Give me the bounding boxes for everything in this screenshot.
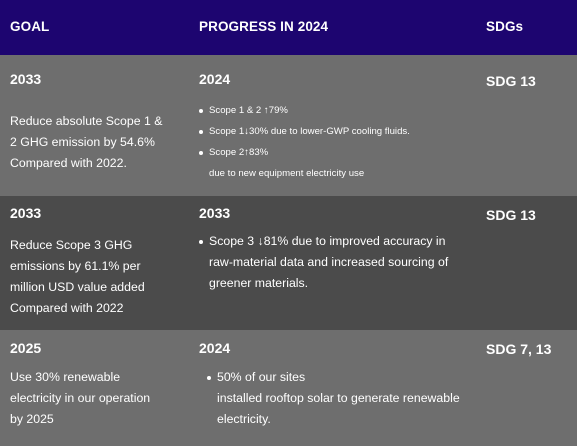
goal-year: 2025 [10,340,42,356]
table-header: GOAL PROGRESS IN 2024 SDGs [0,0,577,55]
goal-line: Reduce Scope 3 GHG [10,238,133,252]
goal-description: Reduce Scope 3 GHG emissions by 61.1% pe… [10,235,145,319]
progress-list: 50% of our sites installed rooftop solar… [207,367,460,430]
progress-line: electricity. [217,412,271,426]
goal-line: million USD value added [10,280,145,294]
goal-line: Reduce absolute Scope 1 & [10,114,163,128]
progress-line: greener materials. [209,276,309,290]
sdg-tag: SDG 13 [486,73,536,89]
progress-item: 50% of our sites installed rooftop solar… [207,367,460,430]
sdg-tag: SDG 13 [486,207,536,223]
progress-item: Scope 2↑83% [199,142,410,163]
goal-line: emissions by 61.1% per [10,259,141,273]
goal-description: Use 30% renewable electricity in our ope… [10,367,150,430]
progress-item: Scope 1↓30% due to lower-GWP cooling flu… [199,121,410,142]
progress-year: 2033 [199,205,231,221]
table-row: 2033 Reduce Scope 3 GHG emissions by 61.… [0,196,577,330]
progress-line: 50% of our sites [217,370,306,384]
progress-year: 2024 [199,340,231,356]
progress-list: Scope 1 & 2 ↑79% Scope 1↓30% due to lowe… [199,100,410,163]
goal-line: Compared with 2022 [10,301,124,315]
goal-line: by 2025 [10,412,54,426]
goal-description: Reduce absolute Scope 1 & 2 GHG emission… [10,111,162,174]
goal-year: 2033 [10,71,42,87]
progress-item: Scope 3 ↓81% due to improved accuracy in… [199,231,448,294]
progress-year: 2024 [199,71,231,87]
progress-line: installed rooftop solar to generate rene… [217,391,460,405]
progress-list: Scope 3 ↓81% due to improved accuracy in… [199,231,448,294]
progress-line: Scope 3 ↓81% due to improved accuracy in [209,234,446,248]
goal-line: Use 30% renewable [10,370,121,384]
progress-item: Scope 1 & 2 ↑79% [199,100,410,121]
goal-line: electricity in our operation [10,391,151,405]
goal-line: Compared with 2022. [10,156,127,170]
table-row: 2025 Use 30% renewable electricity in ou… [0,330,577,446]
progress-continuation: due to new equipment electricity use [209,168,365,179]
sdg-tag: SDG 7, 13 [486,341,552,357]
goal-year: 2033 [10,205,42,221]
progress-line: raw-material data and increased sourcing… [209,255,449,269]
table-row: 2033 Reduce absolute Scope 1 & 2 GHG emi… [0,55,577,196]
sdgs-column-header: SDGs [486,19,524,34]
goal-line: 2 GHG emission by 54.6% [10,135,155,149]
progress-column-header: PROGRESS IN 2024 [199,19,329,34]
goal-column-header: GOAL [10,19,50,34]
